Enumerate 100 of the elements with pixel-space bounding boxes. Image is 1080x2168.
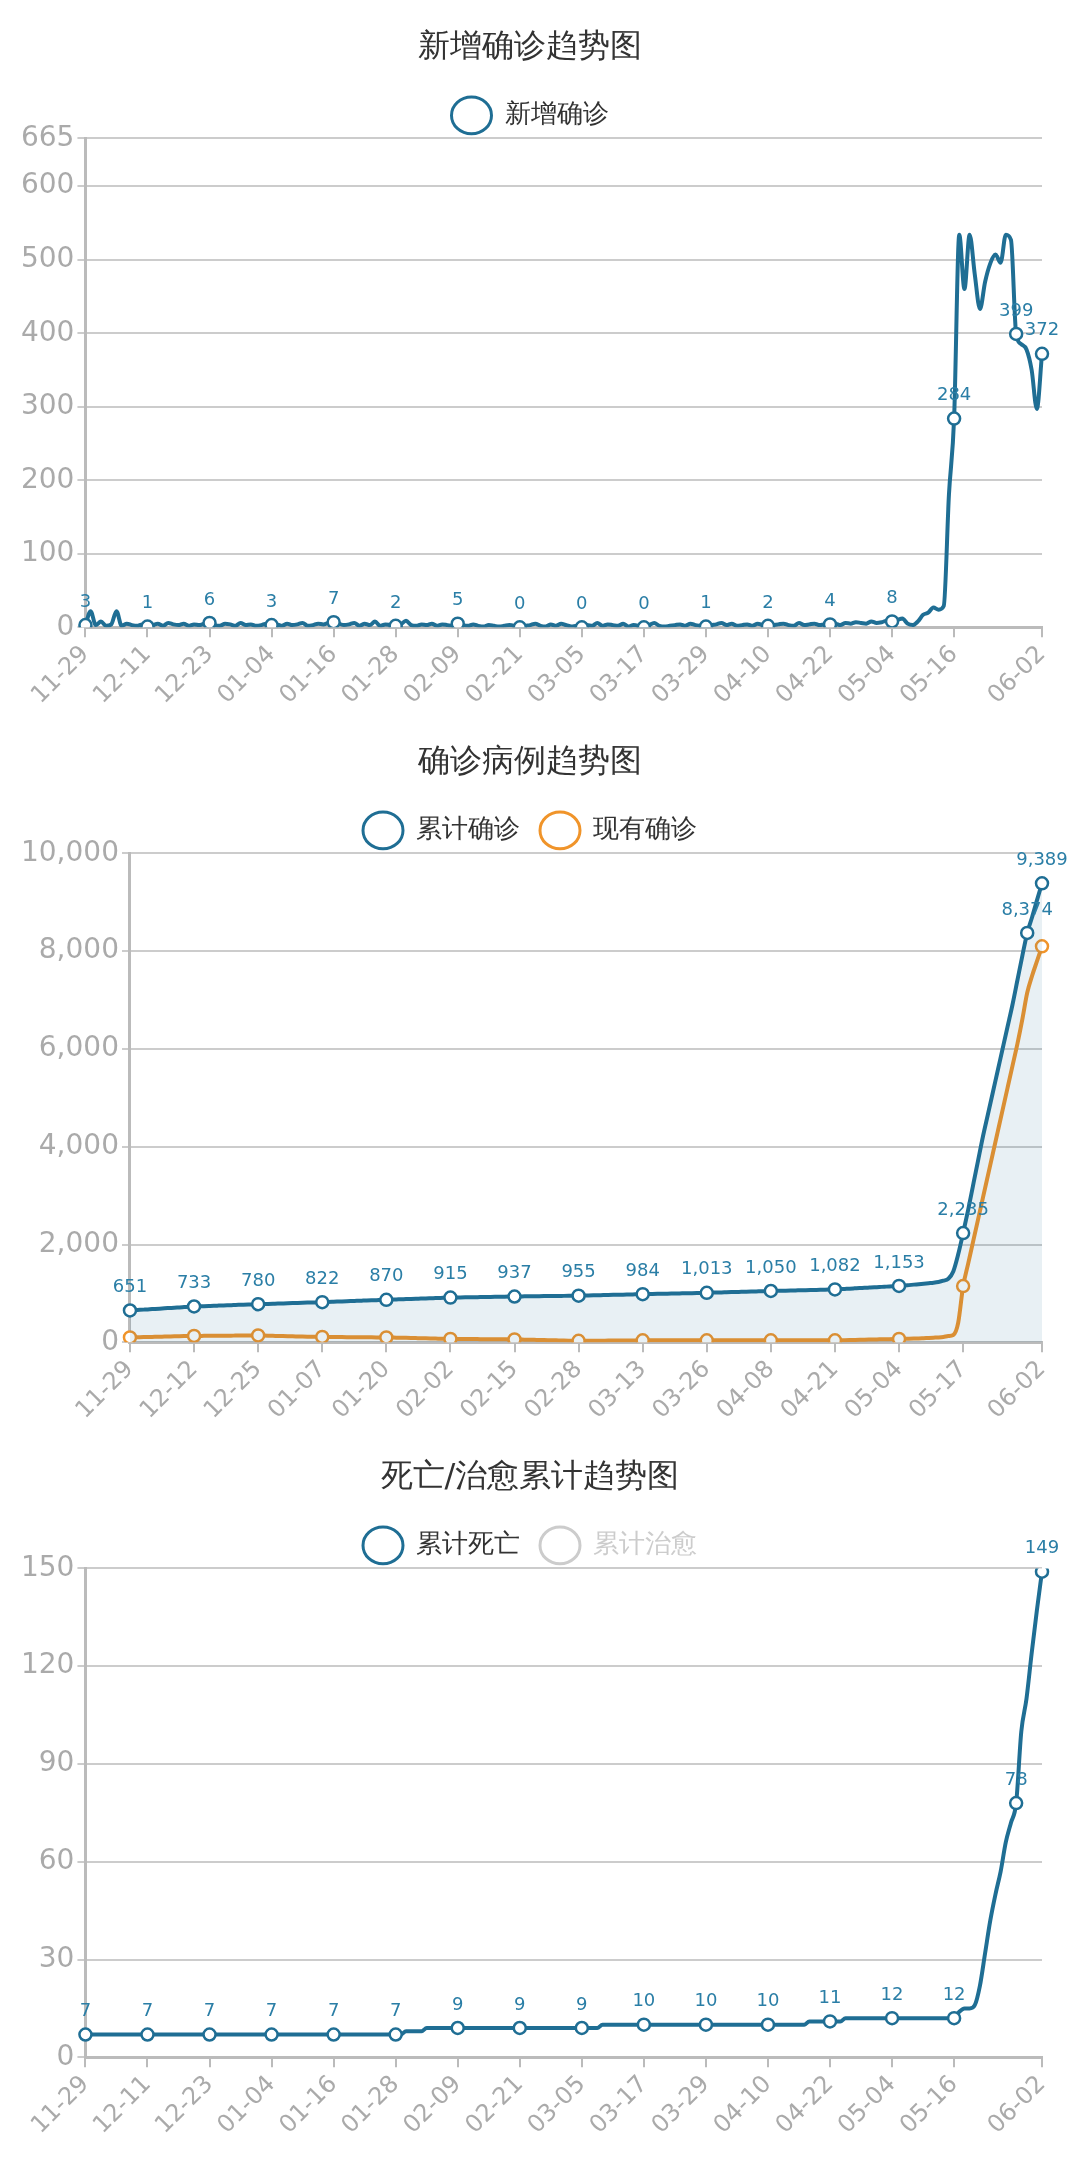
point <box>574 2020 590 2036</box>
data-label: 915 <box>433 1262 468 1284</box>
point <box>186 1299 202 1314</box>
chart-title: 确诊病例趋势图 <box>417 740 642 779</box>
point <box>202 2027 217 2042</box>
point <box>1034 876 1050 891</box>
point <box>379 1330 394 1343</box>
data-label: 0 <box>638 591 650 613</box>
y-tick-label: 2,000 <box>38 1225 119 1259</box>
legend-label: 现有确诊 <box>593 813 697 844</box>
data-label: 3 <box>79 589 92 611</box>
point <box>1019 925 1035 941</box>
data-label: 10 <box>632 1989 656 2011</box>
point <box>250 1296 266 1312</box>
y-tick-label: 600 <box>20 167 75 201</box>
point <box>78 2027 93 2042</box>
data-label: 7 <box>327 586 340 608</box>
data-label: 7 <box>203 1999 216 2021</box>
data-label: 9 <box>576 1992 588 2014</box>
data-label: 1 <box>700 591 712 613</box>
data-label: 11 <box>818 1986 842 2008</box>
data-label: 733 <box>176 1271 212 1293</box>
data-label: 0 <box>576 591 588 613</box>
point <box>264 2027 279 2042</box>
y-tick-label: 0 <box>56 608 75 642</box>
data-label: 9 <box>514 1992 526 2014</box>
legend-label: 累计死亡 <box>416 1528 520 1559</box>
point <box>827 1282 843 1297</box>
data-label: 1,153 <box>873 1250 925 1272</box>
point <box>314 1294 330 1310</box>
data-label: 984 <box>625 1258 660 1280</box>
point <box>891 1331 907 1343</box>
y-tick-label: 10,000 <box>20 834 119 868</box>
data-label: 5 <box>452 588 464 610</box>
data-label: 149 <box>1024 1536 1060 1558</box>
point <box>512 2020 528 2036</box>
data-label: 0 <box>514 591 526 613</box>
data-label: 7 <box>265 1999 278 2021</box>
data-label: 2 <box>762 590 774 612</box>
chart-title: 死亡/治愈累计趋势图 <box>380 1455 680 1494</box>
data-label: 7 <box>327 1999 340 2021</box>
point <box>1008 1795 1024 1811</box>
legend-label: 新增确诊 <box>504 98 609 129</box>
y-tick-label: 6,000 <box>38 1030 119 1064</box>
data-label: 822 <box>305 1266 340 1288</box>
data-label: 937 <box>497 1261 532 1283</box>
point <box>822 2014 838 2029</box>
data-label: 651 <box>112 1275 148 1297</box>
data-label: 955 <box>561 1260 596 1282</box>
point <box>140 2027 155 2042</box>
y-tick-label: 4,000 <box>38 1128 119 1162</box>
y-tick-label: 150 <box>20 1549 75 1583</box>
y-tick-label: 120 <box>20 1647 75 1681</box>
point <box>763 1283 779 1299</box>
y-tick-label: 0 <box>101 1323 119 1357</box>
y-tick-label: 200 <box>20 461 75 495</box>
data-label: 870 <box>369 1264 404 1286</box>
data-label: 1,050 <box>745 1255 797 1277</box>
point <box>635 1286 650 1302</box>
point <box>122 1330 138 1343</box>
data-label: 7 <box>389 1999 402 2021</box>
y-tick-label: 400 <box>20 314 75 348</box>
data-label: 1 <box>141 591 154 613</box>
point <box>186 1328 202 1343</box>
point <box>699 1285 715 1301</box>
point <box>507 1289 522 1304</box>
data-label: 9,389 <box>1016 847 1068 869</box>
data-label: 780 <box>240 1268 276 1290</box>
data-label: 12 <box>880 1982 904 2004</box>
y-tick-label: 300 <box>20 388 75 422</box>
data-label: 3 <box>265 589 278 611</box>
data-label: 2 <box>389 590 402 612</box>
chart-title: 新增确诊趋势图 <box>418 25 642 64</box>
point <box>314 1329 330 1343</box>
point <box>450 2020 465 2036</box>
y-tick-label: 500 <box>20 240 75 274</box>
point <box>571 1288 586 1303</box>
data-label: 7 <box>141 1999 154 2021</box>
point <box>636 2017 652 2032</box>
point <box>388 2027 403 2042</box>
point <box>443 1290 458 1305</box>
point <box>891 1278 907 1294</box>
point <box>326 2027 341 2042</box>
y-tick-label: 0 <box>56 2038 75 2072</box>
point <box>507 1332 522 1343</box>
point <box>122 1303 138 1318</box>
point <box>250 1328 266 1343</box>
data-label: 10 <box>756 1989 780 2011</box>
point <box>955 1278 971 1294</box>
data-label: 6 <box>203 587 216 609</box>
y-tick-label: 8,000 <box>38 932 119 966</box>
y-tick-label: 60 <box>38 1843 75 1877</box>
data-label: 12 <box>942 1982 966 2004</box>
data-label: 10 <box>694 1989 718 2011</box>
y-tick-label: 665 <box>20 119 75 153</box>
y-tick-label: 90 <box>38 1745 75 1779</box>
point <box>1034 939 1050 954</box>
data-label: 1,082 <box>809 1254 861 1276</box>
point <box>946 2010 962 2026</box>
data-label: 8 <box>886 586 898 608</box>
